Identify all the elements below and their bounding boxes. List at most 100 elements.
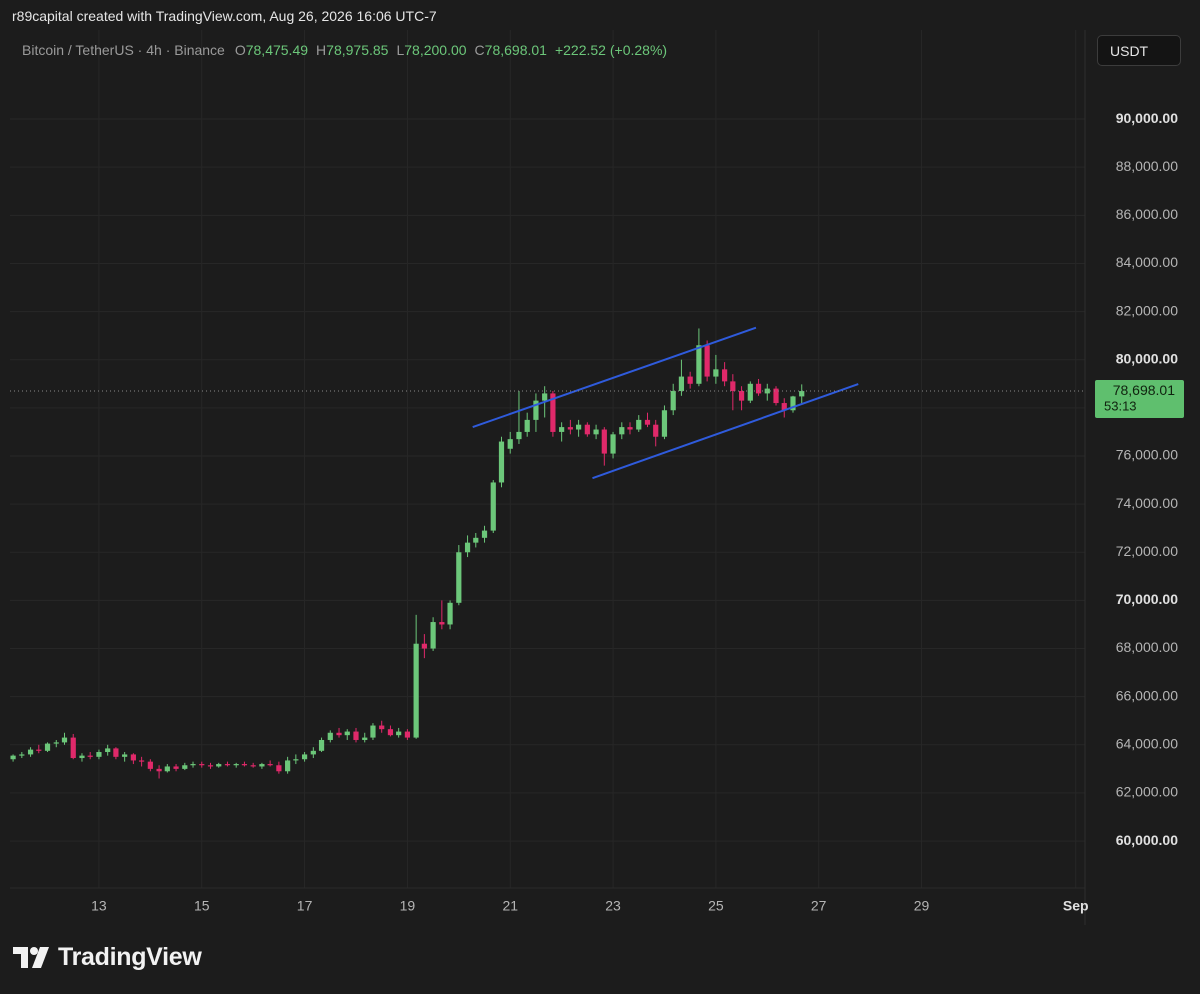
candle-body	[336, 732, 342, 736]
candle-body	[567, 427, 573, 430]
candle-body	[19, 754, 25, 756]
currency-button[interactable]: USDT	[1097, 35, 1181, 66]
candle-body	[533, 400, 539, 420]
candle-body	[122, 754, 128, 757]
candle-body	[456, 552, 462, 603]
candle-body	[447, 602, 453, 625]
y-tick-label: 64,000.00	[1116, 736, 1178, 752]
candle-body	[516, 431, 522, 440]
candle-body	[285, 760, 291, 772]
candle-body	[653, 424, 659, 437]
candle-body	[147, 761, 153, 769]
candle-body	[164, 766, 170, 772]
candle-body	[610, 434, 616, 454]
candle-body	[379, 725, 385, 730]
ohlc-letter: C	[474, 42, 485, 58]
symbol-name: Bitcoin / TetherUS · 4h · Binance	[22, 42, 225, 58]
candle-body	[207, 765, 214, 767]
candle-body	[370, 725, 376, 738]
candle-body	[627, 427, 633, 430]
candle-body	[70, 737, 76, 759]
candle-body	[644, 419, 651, 425]
y-tick-label: 62,000.00	[1116, 784, 1178, 800]
y-tick-label: 88,000.00	[1116, 158, 1178, 174]
x-tick-label: 15	[194, 898, 210, 914]
candle-body	[362, 737, 368, 740]
candle-body	[619, 427, 625, 435]
x-tick-label: 21	[502, 898, 518, 914]
candle-layer	[10, 328, 805, 779]
candle-body	[636, 419, 642, 430]
candle-body	[524, 419, 530, 432]
x-tick-label: Sep	[1063, 898, 1089, 914]
candle-body	[755, 383, 762, 394]
symbol-legend: Bitcoin / TetherUS · 4h · Binance O 78,47…	[22, 42, 667, 58]
candle-body	[413, 643, 419, 738]
trendline	[592, 383, 859, 480]
candle-body	[216, 764, 222, 767]
candle-body	[593, 429, 599, 435]
candle-body	[764, 388, 770, 394]
candle-body	[301, 754, 308, 760]
candle-body	[738, 391, 745, 401]
ohlc-letter: O	[234, 42, 246, 58]
brand: TradingView	[58, 943, 202, 971]
logo-dot	[30, 947, 38, 955]
candle-body	[139, 760, 145, 762]
candle-body	[224, 764, 231, 766]
y-tick-label: 80,000.00	[1116, 350, 1178, 366]
candle-body	[344, 731, 350, 736]
candle-body	[182, 765, 188, 769]
candle-body	[790, 396, 796, 411]
candle-body	[267, 764, 273, 766]
overlay-layer	[10, 326, 1085, 480]
ohlc-value: 78,475.49	[245, 42, 309, 58]
candle-body	[421, 643, 427, 649]
candle-body	[318, 739, 325, 751]
candle-body	[722, 369, 728, 382]
candle-body	[53, 742, 59, 744]
change-label: +222.52 (+0.28%)	[554, 42, 668, 58]
candle-body	[687, 376, 693, 384]
trendline	[472, 326, 757, 429]
candle-body	[293, 759, 299, 761]
ohlc-value: 78,200.00	[404, 42, 467, 58]
candle-body	[250, 765, 256, 767]
candle-body	[696, 345, 702, 384]
candle-body	[387, 729, 394, 736]
x-tick-label: 23	[605, 898, 621, 914]
candle-body	[473, 537, 479, 543]
candle-body	[96, 752, 102, 757]
logo-slash	[32, 947, 49, 968]
y-tick-label: 76,000.00	[1116, 447, 1178, 463]
candle-body	[430, 622, 436, 649]
x-tick-label: 19	[400, 898, 416, 914]
y-tick-label: 84,000.00	[1116, 254, 1178, 270]
countdown-label: 53:13	[1104, 398, 1137, 413]
candle-body	[130, 754, 136, 761]
x-tick-label: 27	[811, 898, 827, 914]
candle-body	[36, 749, 42, 751]
candle-body	[327, 732, 333, 740]
candle-body	[259, 764, 265, 767]
candle-body	[44, 743, 51, 751]
candle-body	[464, 542, 471, 553]
y-tick-label: 86,000.00	[1116, 206, 1178, 222]
candle-body	[105, 748, 111, 753]
candle-body	[404, 731, 411, 738]
candle-body	[439, 622, 445, 625]
candle-body	[113, 748, 119, 757]
candle-body	[61, 737, 68, 743]
candle-body	[507, 439, 513, 449]
y-tick-label: 68,000.00	[1116, 639, 1178, 655]
y-tick-label: 60,000.00	[1116, 832, 1178, 848]
y-tick-label: 90,000.00	[1116, 110, 1178, 126]
candle-body	[799, 391, 805, 397]
candle-body	[396, 731, 402, 736]
candle-body	[713, 369, 719, 377]
candle-body	[747, 383, 753, 401]
caption: r89capital created with TradingView.com,…	[12, 8, 437, 24]
logo-mark	[13, 947, 28, 968]
candle-body	[773, 388, 779, 404]
